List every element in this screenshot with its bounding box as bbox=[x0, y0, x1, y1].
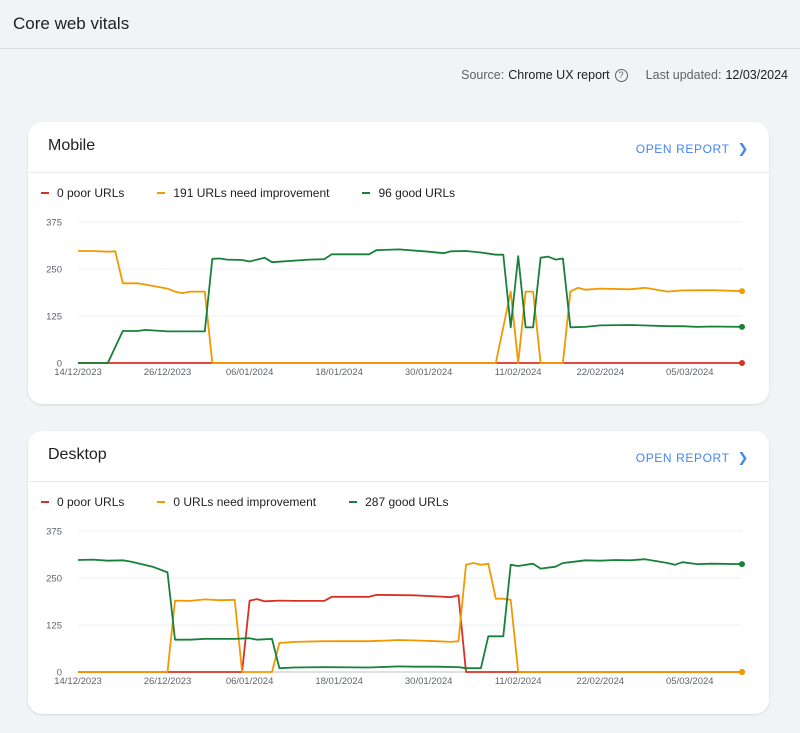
legend-item-poor[interactable]: 0 poor URLs bbox=[41, 186, 124, 200]
legend-item-needs-improvement[interactable]: 0 URLs need improvement bbox=[157, 495, 316, 509]
x-tick-label: 30/01/2024 bbox=[405, 676, 453, 687]
x-tick-label: 18/01/2024 bbox=[315, 676, 363, 687]
open-report-button[interactable]: OPEN REPORT ❯ bbox=[636, 141, 749, 157]
card-header: Desktop OPEN REPORT ❯ bbox=[28, 431, 769, 482]
y-tick-label: 125 bbox=[46, 312, 62, 323]
x-tick-label: 22/02/2024 bbox=[576, 367, 624, 378]
source-value: Chrome UX report bbox=[508, 68, 610, 82]
page-title: Core web vitals bbox=[13, 14, 130, 33]
series-line-poor bbox=[78, 594, 742, 673]
series-line-needs_improvement bbox=[78, 562, 742, 673]
series-endpoint-poor bbox=[739, 360, 745, 366]
mobile-chart: 0 125 250 375 14/12/2023 26/12/2023 06/01/2024… bbox=[46, 218, 745, 378]
help-icon[interactable]: ? bbox=[614, 68, 628, 82]
y-tick-label: 0 bbox=[57, 668, 62, 679]
open-report-label: OPEN REPORT bbox=[635, 142, 730, 156]
legend-item-needs-improvement[interactable]: 191 URLs need improvement bbox=[157, 186, 329, 200]
legend-label: 96 good URLs bbox=[378, 186, 456, 200]
x-tick-label: 30/01/2024 bbox=[405, 367, 453, 378]
x-tick-label: 14/12/2023 bbox=[54, 367, 102, 378]
x-tick-label: 06/01/2024 bbox=[226, 676, 274, 687]
series-endpoint-good bbox=[739, 561, 745, 568]
legend-label: 0 URLs need improvement bbox=[173, 495, 317, 509]
series-line-good bbox=[77, 558, 743, 670]
chart-legend: 0 poor URLs 0 URLs need improvement 287 … bbox=[41, 495, 482, 509]
x-tick-label: 11/02/2024 bbox=[495, 676, 542, 687]
swatch-needs-improvement bbox=[157, 191, 166, 195]
x-tick-label: 22/02/2024 bbox=[576, 676, 624, 687]
y-tick-label: 375 bbox=[46, 218, 62, 229]
x-tick-label: 06/01/2024 bbox=[226, 367, 274, 378]
x-tick-label: 26/12/2023 bbox=[144, 676, 192, 687]
legend-label: 287 good URLs bbox=[365, 495, 449, 509]
y-tick-label: 0 bbox=[57, 359, 62, 370]
updated-label: Last updated: bbox=[645, 68, 722, 82]
top-bar: Core web vitals bbox=[0, 0, 800, 49]
series-endpoint-good bbox=[739, 323, 745, 330]
legend-label: 0 poor URLs bbox=[57, 495, 125, 509]
swatch-poor bbox=[41, 191, 49, 195]
legend-item-poor[interactable]: 0 poor URLs bbox=[41, 495, 124, 509]
y-tick-label: 375 bbox=[46, 527, 62, 538]
card-title: Desktop bbox=[48, 446, 107, 463]
desktop-card: Desktop OPEN REPORT ❯ 0 poor URLs 0 URLs… bbox=[28, 431, 769, 714]
legend-item-good[interactable]: 96 good URLs bbox=[362, 186, 455, 200]
open-report-button[interactable]: OPEN REPORT ❯ bbox=[636, 450, 749, 466]
mobile-card: Mobile OPEN REPORT ❯ 0 poor URLs 191 URL… bbox=[28, 122, 769, 404]
series-endpoint-needs_improvement bbox=[739, 288, 745, 295]
y-tick-label: 125 bbox=[46, 621, 62, 632]
swatch-good bbox=[362, 191, 371, 195]
x-tick-label: 26/12/2023 bbox=[144, 367, 192, 378]
desktop-chart: 0 125 250 375 14/12/2023 26/12/2023 06/01/2024… bbox=[46, 527, 745, 687]
legend-item-good[interactable]: 287 good URLs bbox=[349, 495, 449, 509]
y-tick-label: 250 bbox=[46, 574, 62, 585]
swatch-poor bbox=[41, 500, 49, 504]
series-endpoint-needs_improvement bbox=[739, 669, 745, 675]
x-tick-label: 11/02/2024 bbox=[495, 367, 542, 378]
legend-label: 0 poor URLs bbox=[57, 186, 125, 200]
series-line-needs_improvement bbox=[78, 250, 743, 364]
series-line-good bbox=[78, 248, 743, 364]
x-tick-label: 14/12/2023 bbox=[54, 676, 102, 687]
swatch-needs-improvement bbox=[157, 500, 166, 504]
source-label: Source: bbox=[461, 68, 505, 82]
y-tick-label: 250 bbox=[46, 265, 62, 276]
chart-legend: 0 poor URLs 191 URLs need improvement 96… bbox=[41, 186, 488, 200]
legend-label: 191 URLs need improvement bbox=[173, 186, 330, 200]
x-tick-label: 18/01/2024 bbox=[315, 367, 363, 378]
card-title: Mobile bbox=[48, 137, 96, 154]
chevron-right-icon: ❯ bbox=[737, 450, 749, 465]
chevron-right-icon: ❯ bbox=[737, 141, 749, 156]
x-tick-label: 05/03/2024 bbox=[666, 676, 714, 687]
report-meta: Source: Chrome UX report ? Last updated:… bbox=[461, 68, 788, 82]
x-tick-label: 05/03/2024 bbox=[666, 367, 714, 378]
updated-value: 12/03/2024 bbox=[725, 68, 788, 82]
card-header: Mobile OPEN REPORT ❯ bbox=[28, 122, 769, 173]
open-report-label: OPEN REPORT bbox=[635, 451, 730, 465]
swatch-good bbox=[349, 500, 358, 504]
